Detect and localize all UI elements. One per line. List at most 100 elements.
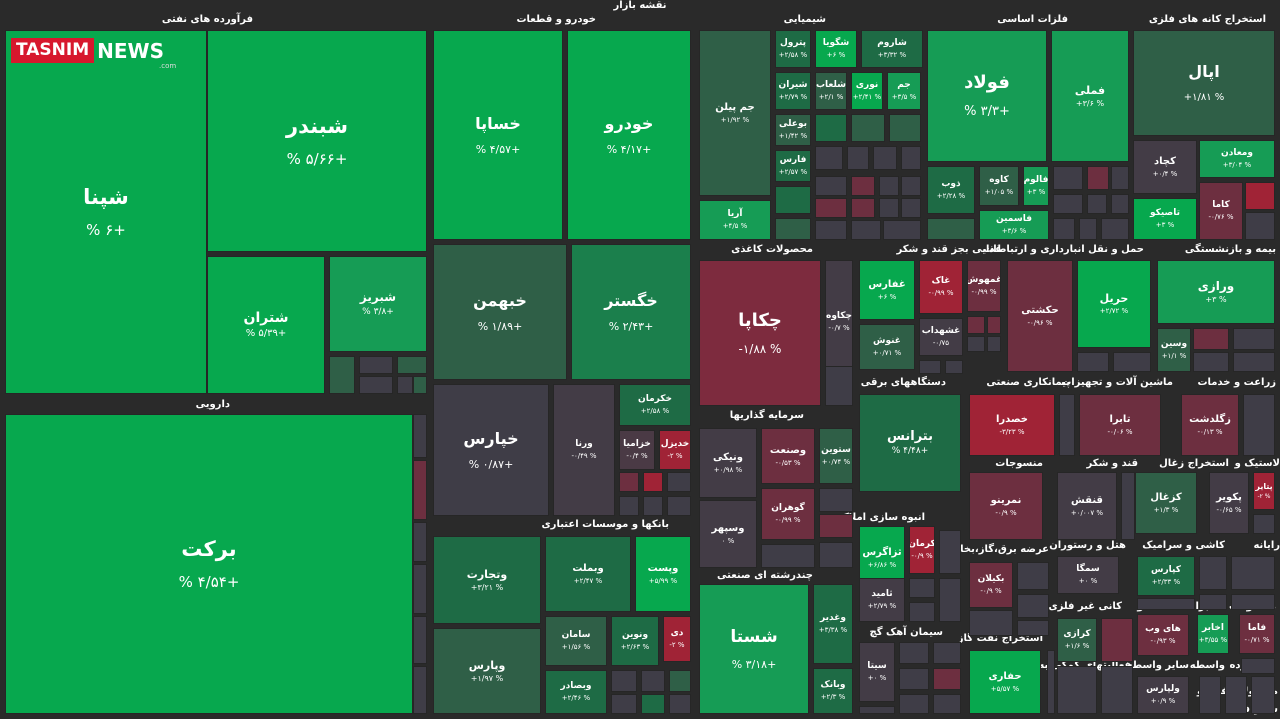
stock-tile-unlabeled[interactable] <box>397 376 413 394</box>
stock-tile-unlabeled[interactable] <box>859 706 895 714</box>
stock-tile[interactable]: خودرو % ۴/۱۷+ <box>567 30 691 240</box>
stock-tile[interactable]: خزامیا -۰/۴ % <box>619 430 655 470</box>
stock-tile[interactable]: وبانک +۲/۳ % <box>813 668 853 714</box>
stock-tile-unlabeled[interactable] <box>1017 594 1049 618</box>
stock-tile-unlabeled[interactable] <box>643 496 663 516</box>
stock-tile-unlabeled[interactable] <box>909 578 935 598</box>
stock-tile[interactable]: ونیکی +۰/۹۸ % <box>699 428 757 498</box>
stock-tile-unlabeled[interactable] <box>397 356 427 374</box>
stock-tile-unlabeled[interactable] <box>1017 562 1049 590</box>
stock-tile-unlabeled[interactable] <box>619 496 639 516</box>
stock-tile[interactable]: حکشتی -۰/۹۶ % <box>1007 260 1073 372</box>
stock-tile[interactable]: شتران % ۵/۳۹+ <box>207 256 325 394</box>
stock-tile-unlabeled[interactable] <box>815 146 843 170</box>
stock-tile-unlabeled[interactable] <box>939 578 961 622</box>
stock-tile-unlabeled[interactable] <box>909 602 935 622</box>
stock-tile-unlabeled[interactable] <box>1121 472 1135 540</box>
stock-tile[interactable]: ومعادن +۳/۰۴ % <box>1199 140 1275 178</box>
stock-tile-unlabeled[interactable] <box>1113 352 1151 372</box>
stock-tile-unlabeled[interactable] <box>1111 166 1129 190</box>
stock-tile-unlabeled[interactable] <box>1231 556 1275 590</box>
stock-tile-unlabeled[interactable] <box>1137 598 1195 610</box>
stock-tile-unlabeled[interactable] <box>641 670 665 692</box>
stock-tile-unlabeled[interactable] <box>1079 218 1097 240</box>
stock-tile[interactable]: گوهران -۰/۹۹ % <box>761 488 815 540</box>
stock-tile[interactable]: شستا % ۳/۱۸+ <box>699 584 809 714</box>
stock-tile-unlabeled[interactable] <box>413 376 427 394</box>
stock-tile-unlabeled[interactable] <box>1231 594 1275 610</box>
stock-tile[interactable]: فاما -۰/۷۱ % <box>1239 614 1275 654</box>
stock-tile-unlabeled[interactable] <box>1087 166 1109 190</box>
stock-tile-unlabeled[interactable] <box>1241 658 1275 674</box>
stock-tile[interactable]: خدیزل -۲ % <box>659 430 691 470</box>
stock-tile[interactable]: وبصادر +۲/۴۶ % <box>545 670 607 714</box>
stock-tile[interactable]: دی -۲ % <box>663 616 691 662</box>
stock-tile[interactable]: ورنا -۰/۴۹ % <box>553 384 615 516</box>
stock-tile-unlabeled[interactable] <box>901 176 921 196</box>
stock-tile[interactable]: نمرینو -۰/۹ % <box>969 472 1043 540</box>
stock-tile[interactable]: ولپارس +۰/۹ % <box>1137 676 1189 714</box>
stock-tile[interactable]: غفارس +۶ % <box>859 260 915 320</box>
stock-tile-unlabeled[interactable] <box>969 610 1013 636</box>
stock-tile[interactable]: خگستر % ۲/۴۳+ <box>571 244 691 380</box>
stock-tile-unlabeled[interactable] <box>899 694 929 714</box>
stock-tile[interactable]: چکاوه -۰/۷ % <box>825 260 853 384</box>
stock-tile[interactable]: ثامید +۲/۷۹ % <box>859 578 905 622</box>
stock-tile-unlabeled[interactable] <box>939 530 961 574</box>
stock-tile[interactable]: تابرا -۰/۰۶ % <box>1079 394 1161 456</box>
stock-tile[interactable]: فملی +۳/۶ % <box>1051 30 1129 162</box>
stock-tile-unlabeled[interactable] <box>1243 394 1275 456</box>
stock-tile-unlabeled[interactable] <box>901 198 921 218</box>
stock-tile[interactable]: بترانس % ۴/۴۸+ <box>859 394 961 492</box>
stock-tile[interactable]: شاروم +۳/۳۲ % <box>861 30 923 68</box>
stock-tile-unlabeled[interactable] <box>967 316 985 334</box>
stock-tile-unlabeled[interactable] <box>1199 556 1227 590</box>
stock-tile-unlabeled[interactable] <box>1087 194 1107 214</box>
stock-tile[interactable]: وسپهر ۰ % <box>699 500 757 568</box>
stock-tile-unlabeled[interactable] <box>1101 218 1129 240</box>
stock-tile[interactable]: فارس +۲/۵۷ % <box>775 150 811 182</box>
stock-tile[interactable]: کرمان -۰/۹ % <box>909 526 935 574</box>
stock-tile-unlabeled[interactable] <box>1233 352 1275 372</box>
stock-tile[interactable]: کاما -۰/۷۶ % <box>1199 182 1243 240</box>
stock-tile[interactable]: پکویر -۰/۶۵ % <box>1209 472 1249 534</box>
stock-tile-unlabeled[interactable] <box>1193 352 1229 372</box>
stock-tile-unlabeled[interactable] <box>1053 218 1075 240</box>
stock-tile-unlabeled[interactable] <box>815 198 847 218</box>
stock-tile-unlabeled[interactable] <box>359 376 393 394</box>
stock-tile-unlabeled[interactable] <box>847 146 869 170</box>
stock-tile[interactable]: های وب -۰/۹۳ % <box>1137 614 1189 656</box>
stock-tile[interactable]: قنقش +۰/۰۰۷ % <box>1057 472 1117 540</box>
stock-tile[interactable]: شلعاب +۲/۱ % <box>815 72 847 110</box>
stock-tile-unlabeled[interactable] <box>1233 328 1275 350</box>
stock-tile[interactable]: حفاری +۵/۵۷ % <box>969 650 1041 714</box>
stock-tile[interactable]: فالوم +۳ % <box>1023 166 1049 206</box>
stock-tile-unlabeled[interactable] <box>815 114 847 142</box>
stock-tile[interactable]: جم +۳/۵ % <box>887 72 921 110</box>
stock-tile-unlabeled[interactable] <box>1225 676 1247 714</box>
stock-tile[interactable]: وپارس +۱/۹۷ % <box>433 628 541 714</box>
stock-tile[interactable]: خبهمن % ۱/۸۹+ <box>433 244 567 380</box>
stock-tile[interactable]: ونوین +۲/۶۳ % <box>611 616 659 666</box>
stock-tile-unlabeled[interactable] <box>1057 666 1097 714</box>
stock-tile[interactable]: وسین +۱/۱ % <box>1157 328 1191 372</box>
stock-tile-unlabeled[interactable] <box>1047 650 1055 714</box>
stock-tile-unlabeled[interactable] <box>967 336 985 352</box>
stock-tile-unlabeled[interactable] <box>851 198 875 218</box>
stock-tile[interactable]: وپست +۵/۹۹ % <box>635 536 691 612</box>
stock-tile-unlabeled[interactable] <box>775 218 811 240</box>
stock-tile-unlabeled[interactable] <box>667 496 691 516</box>
stock-tile-unlabeled[interactable] <box>919 360 941 374</box>
stock-tile[interactable]: شبندر % ۵/۶۶+ <box>207 30 427 252</box>
stock-tile-unlabeled[interactable] <box>1101 618 1133 662</box>
stock-tile-unlabeled[interactable] <box>1199 594 1227 610</box>
stock-tile[interactable]: شگویا +۶ % <box>815 30 857 68</box>
stock-tile-unlabeled[interactable] <box>933 642 961 664</box>
stock-tile[interactable]: زگلدشت -۰/۱۳ % <box>1181 394 1239 456</box>
stock-tile[interactable]: جم پیلن +۱/۹۲ % <box>699 30 771 196</box>
stock-tile[interactable]: فاسمین +۳/۶ % <box>979 210 1049 240</box>
stock-tile[interactable]: شپنا % ۶+ <box>5 30 207 394</box>
stock-tile-unlabeled[interactable] <box>889 114 921 142</box>
stock-tile[interactable]: خصدرا -۳/۲۳ % <box>969 394 1055 456</box>
stock-tile[interactable]: وبملت +۲/۴۷ % <box>545 536 631 612</box>
